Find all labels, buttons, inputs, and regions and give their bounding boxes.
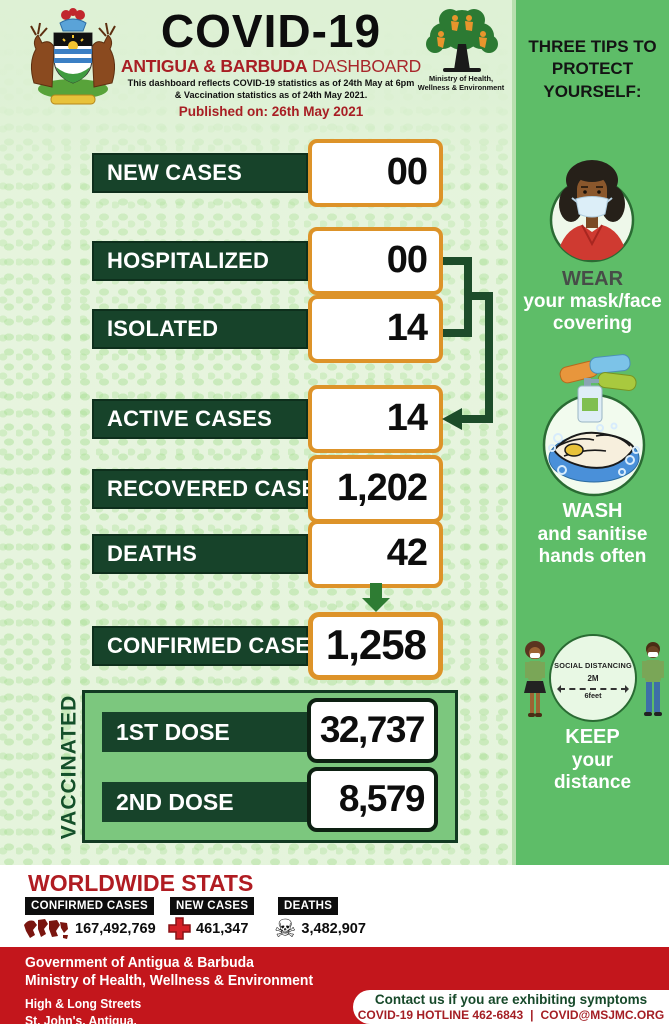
footer-ministry: Ministry of Health, Wellness & Environme… xyxy=(25,971,314,989)
distance-feet: 6feet xyxy=(584,691,602,700)
footer-city: St. John's, Antigua. xyxy=(25,1012,137,1024)
footer-address: Government of Antigua & Barbuda Ministry… xyxy=(25,954,313,1024)
page-subtitle: ANTIGUA & BARBUDA DASHBOARD xyxy=(118,56,424,77)
value-isolated: 14 xyxy=(308,295,443,363)
label-hospitalized: HOSPITALIZED xyxy=(92,241,308,281)
label-1st-dose: 1ST DOSE xyxy=(102,712,307,752)
note-line-2: & Vaccination statistics as of 24th May … xyxy=(174,90,368,102)
subtitle-dashboard: DASHBOARD xyxy=(307,56,422,76)
value-confirmed-cases: 1,258 xyxy=(308,612,443,680)
tips-sidebar: THREE TIPS TO PROTECT YOURSELF: WEAR you… xyxy=(512,0,669,865)
worldwide-newcases-badge: NEW CASES xyxy=(170,897,255,915)
flow-bracket-icon xyxy=(442,257,493,430)
footer: Government of Antigua & Barbuda Ministry… xyxy=(0,947,669,1024)
distance-arrow-icon xyxy=(557,685,629,693)
published-date: Published on: 26th May 2021 xyxy=(178,104,364,119)
medical-cross-icon xyxy=(168,917,191,940)
tip2-word: WASH xyxy=(562,500,623,522)
worldwide-deaths-value-group: ☠ 3,482,907 xyxy=(274,915,366,943)
worldwide-confirmed-badge: CONFIRMED CASES xyxy=(25,897,154,915)
mask-person-icon xyxy=(549,160,635,263)
worldwide-newcases-value: 461,347 xyxy=(196,920,249,937)
label-deaths: DEATHS xyxy=(92,534,308,574)
footer-street: High & Long Streets xyxy=(25,996,142,1012)
value-new-cases: 00 xyxy=(308,139,443,207)
contact-box: Contact us if you are exhibiting symptom… xyxy=(353,990,669,1024)
value-2nd-dose: 8,579 xyxy=(307,767,438,832)
contact-email: COVID@MSJMC.ORG xyxy=(540,1007,665,1022)
label-active-cases: ACTIVE CASES xyxy=(92,399,308,439)
distancing-man-icon xyxy=(642,642,664,716)
social-distancing-label: SOCIAL DISTANCING xyxy=(554,661,632,670)
subtitle-country: ANTIGUA & BARBUDA xyxy=(120,56,308,76)
tips-heading-line3: YOURSELF: xyxy=(543,81,642,101)
value-active-cases: 14 xyxy=(308,385,443,453)
social-distancing-icon: SOCIAL DISTANCING 2M 6feet xyxy=(549,634,637,722)
value-deaths: 42 xyxy=(308,520,443,588)
page-title: COVID-19 xyxy=(160,5,382,57)
worldwide-newcases-value-group: 461,347 xyxy=(168,917,248,940)
contact-separator: | xyxy=(530,1007,534,1022)
worldwide-stats-section: WORLDWIDE STATS CONFIRMED CASES NEW CASE… xyxy=(0,865,669,947)
tip2-text: and sanitise hands often xyxy=(537,524,648,568)
worldwide-deaths-badge: DEATHS xyxy=(278,897,339,915)
label-recovered-cases: RECOVERED CASES xyxy=(92,469,331,509)
label-new-cases: NEW CASES xyxy=(92,153,308,193)
ministry-caption: Ministry of Health, Wellness & Environme… xyxy=(413,74,509,93)
tips-heading-line1: THREE TIPS TO xyxy=(528,37,657,56)
worldwide-confirmed-value: 167,492,769 xyxy=(75,921,156,937)
wash-hands-icon xyxy=(542,354,646,497)
contact-line: COVID-19 HOTLINE 462-6843 | COVID@MSJMC.OR… xyxy=(353,1008,669,1023)
tip3-word: KEEP xyxy=(565,726,620,748)
label-2nd-dose: 2ND DOSE xyxy=(102,782,307,822)
note-line-1: This dashboard reflects COVID-19 statist… xyxy=(127,78,415,89)
down-arrow-icon xyxy=(362,583,390,612)
ministry-logo-icon xyxy=(426,9,498,72)
hotline-number: COVID-19 HOTLINE 462-6843 xyxy=(357,1007,524,1022)
ministry-caption-line1: Ministry of Health, xyxy=(428,74,494,83)
coat-of-arms-icon xyxy=(30,8,116,105)
contact-heading: Contact us if you are exhibiting symptom… xyxy=(374,992,648,1007)
tip3-text: your distance xyxy=(553,750,632,794)
worldwide-confirmed-value-group: 167,492,769 xyxy=(22,917,156,941)
label-isolated: ISOLATED xyxy=(92,309,308,349)
worldwide-deaths-value: 3,482,907 xyxy=(301,921,366,937)
tips-heading: THREE TIPS TO PROTECT YOURSELF: xyxy=(527,36,659,103)
distance-meters: 2M xyxy=(587,674,599,683)
value-recovered-cases: 1,202 xyxy=(308,455,443,523)
dashboard-note: This dashboard reflects COVID-19 statist… xyxy=(112,78,429,103)
footer-government: Government of Antigua & Barbuda xyxy=(25,954,254,971)
tip1-word: WEAR xyxy=(561,268,624,290)
label-confirmed-cases: CONFIRMED CASES xyxy=(92,626,325,666)
distancing-woman-icon xyxy=(524,641,546,717)
skull-crossbones-icon: ☠ xyxy=(274,915,297,943)
ministry-caption-line2: Wellness & Environment xyxy=(417,83,505,93)
tips-heading-line2: PROTECT xyxy=(551,59,634,79)
vaccinated-panel-label: VACCINATED xyxy=(57,694,81,840)
world-map-icon xyxy=(24,919,68,939)
tip1-text: your mask/face covering xyxy=(523,291,662,335)
value-hospitalized: 00 xyxy=(308,227,443,295)
worldwide-title: WORLDWIDE STATS xyxy=(28,870,254,896)
value-1st-dose: 32,737 xyxy=(307,698,438,763)
